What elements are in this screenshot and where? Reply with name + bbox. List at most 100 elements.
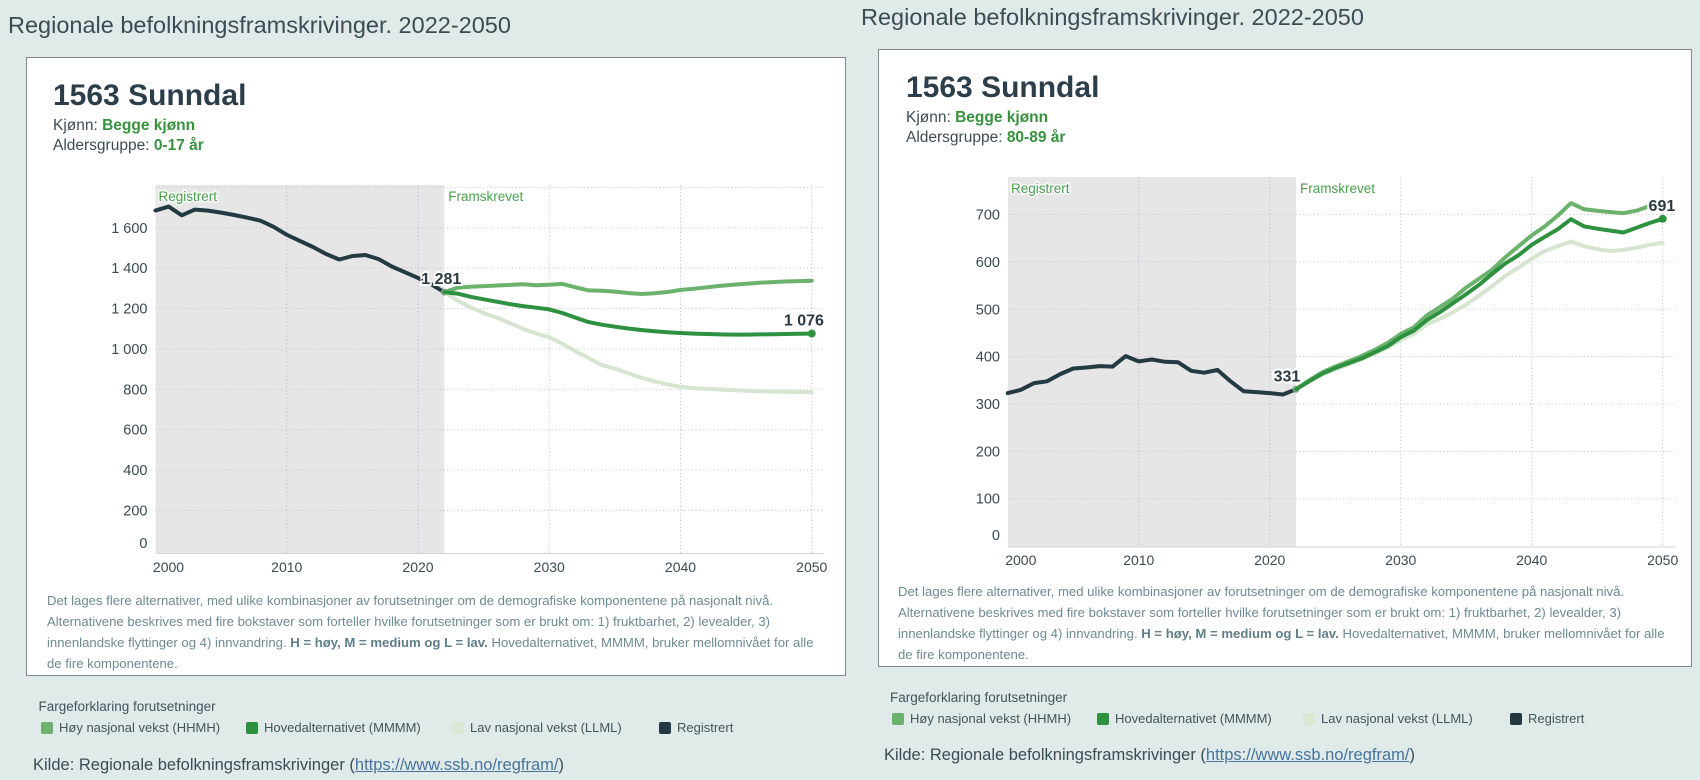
footnote-segment: Det lages flere alternativer, med ulike … — [898, 584, 1625, 599]
zone-label-framskrevet: Framskrevet — [448, 189, 523, 204]
legend-item-2: Hovedalternativet (MMMM) — [1097, 711, 1272, 726]
x-tick-label: 2010 — [271, 559, 302, 575]
legend-swatch — [452, 721, 464, 734]
footnote-text: Det lages flere alternativer, med ulike … — [47, 590, 814, 674]
legend-swatch — [1097, 712, 1109, 725]
chart-subtitle: Kjønn: Begge kjønn Aldersgruppe: 0-17 år — [53, 116, 204, 156]
series-line-h-y-nasjonal-vekst-hhmh- — [442, 278, 814, 296]
kjonn-value: Begge kjønn — [102, 117, 196, 134]
y-tick-label: 100 — [976, 492, 1000, 508]
source-link[interactable]: https://www.ssb.no/regfram/ — [1205, 746, 1410, 764]
x-tick-label: 2050 — [796, 559, 827, 575]
end-marker — [1658, 214, 1667, 223]
legend-label: Lav nasjonal vekst (LLML) — [1321, 711, 1473, 726]
legend-swatch — [41, 721, 53, 734]
zone-label-framskrevet: Framskrevet — [1300, 181, 1375, 196]
legend-title: Fargeforklaring forutsetninger — [38, 699, 216, 714]
population-chart: 0 200 400 600 800 1 000 1 200 1 400 1 600 2000 201… — [111, 185, 828, 575]
y-tick-label: 300 — [976, 397, 1000, 413]
page-title: Regionale befolkningsframskrivinger. 202… — [8, 12, 511, 38]
footnote-line-3: innenlandske flyttinger og 4) innvandrin… — [47, 632, 814, 653]
x-tick-label: 2030 — [1385, 552, 1416, 568]
footnote-text: Det lages flere alternativer, med ulike … — [898, 581, 1665, 665]
footnote-segment: de fire komponentene. — [47, 656, 178, 671]
y-tick-label: 1 200 — [111, 302, 147, 318]
y-tick-label: 200 — [123, 504, 147, 520]
x-tick-label: 2050 — [1647, 552, 1678, 568]
legend-swatch — [1303, 712, 1315, 725]
source-link[interactable]: https://www.ssb.no/regfram/ — [354, 756, 559, 774]
legend-item-1: Høy nasjonal vekst (HHMH) — [892, 711, 1071, 726]
registered-plot-band — [155, 185, 445, 553]
legend-swatch — [892, 712, 904, 725]
aldersgruppe-label: Aldersgruppe: — [906, 129, 1007, 146]
panel-age-80-89: Regionale befolkningsframskrivinger. 202… — [850, 0, 1700, 780]
legend-label: Lav nasjonal vekst (LLML) — [470, 720, 622, 735]
legend-item-1: Høy nasjonal vekst (HHMH) — [41, 720, 220, 735]
kjonn-line: Kjønn: Begge kjønn — [53, 116, 204, 136]
footnote-segment: H = høy, M = medium og L = lav. — [1141, 626, 1339, 641]
legend-label: Hovedalternativet (MMMM) — [264, 720, 421, 735]
data-label: 1 076 — [784, 313, 824, 330]
end-marker — [807, 329, 816, 338]
panel-age-0-17: Regionale befolkningsframskrivinger. 202… — [8, 12, 846, 774]
series-line-lav-nasjonal-vekst-llml- — [1294, 239, 1665, 392]
x-tick-label: 2010 — [1123, 552, 1154, 568]
footnote-line-4: de fire komponentene. — [47, 653, 814, 674]
x-tick-label: 2040 — [1516, 552, 1547, 568]
y-tick-label: 400 — [976, 350, 1000, 366]
y-tick-label: 800 — [123, 382, 147, 398]
legend-label: Hovedalternativet (MMMM) — [1115, 711, 1272, 726]
legend-item-3: Lav nasjonal vekst (LLML) — [452, 720, 622, 735]
x-tick-label: 2020 — [1254, 552, 1285, 568]
legend-item-3: Lav nasjonal vekst (LLML) — [1303, 711, 1473, 726]
series-line-registrert — [1005, 354, 1298, 397]
kjonn-label: Kjønn: — [53, 117, 103, 134]
footnote-segment: Det lages flere alternativer, med ulike … — [47, 593, 774, 608]
footnote-line-2: Alternativene beskrives med fire bokstav… — [898, 602, 1665, 623]
source-suffix: ) — [1409, 746, 1415, 764]
aldersgruppe-value: 80-89 år — [1006, 129, 1066, 146]
footnote-segment: de fire komponentene. — [898, 647, 1029, 662]
legend-item-4: Registrert — [659, 720, 733, 735]
chart-title: 1563 Sunndal — [53, 79, 247, 112]
page-title: Regionale befolkningsframskrivinger. 202… — [861, 4, 1364, 30]
legend-swatch — [1510, 712, 1522, 725]
y-tick-label: 0 — [992, 528, 1000, 544]
footnote-segment: Alternativene beskrives med fire bokstav… — [898, 605, 1622, 620]
footnote-segment: innenlandske flyttinger og 4) innvandrin… — [898, 626, 1142, 641]
legend-label: Høy nasjonal vekst (HHMH) — [910, 711, 1072, 726]
legend-swatch — [246, 721, 258, 734]
y-tick-label: 1 400 — [111, 261, 147, 277]
x-tick-label: 2000 — [153, 559, 184, 575]
x-tick-label: 2040 — [665, 559, 696, 575]
zone-label-registrert: Registrert — [159, 189, 218, 204]
chart-title: 1563 Sunndal — [906, 71, 1100, 104]
source-line: Kilde: Regionale befolkningsframskriving… — [884, 746, 1415, 765]
zone-label-registrert: Registrert — [1011, 181, 1070, 196]
y-tick-label: 700 — [976, 208, 1000, 224]
legend-item-4: Registrert — [1510, 711, 1584, 726]
footnote-segment: Hovedalternativet, MMMM, bruker mellomni… — [487, 635, 814, 650]
footnote-segment: innenlandske flyttinger og 4) innvandrin… — [47, 635, 291, 650]
footnote-line-2: Alternativene beskrives med fire bokstav… — [47, 611, 814, 632]
footnote-line-3: innenlandske flyttinger og 4) innvandrin… — [898, 623, 1665, 644]
x-tick-label: 2020 — [402, 559, 433, 575]
y-tick-label: 200 — [976, 444, 1000, 460]
series-line-h-y-nasjonal-vekst-hhmh- — [1294, 199, 1665, 392]
source-prefix: Kilde: Regionale befolkningsframskriving… — [33, 756, 355, 774]
y-tick-label: 0 — [139, 536, 147, 552]
kjonn-label: Kjønn: — [906, 109, 956, 126]
chart-subtitle: Kjønn: Begge kjønn Aldersgruppe: 80-89 år — [906, 108, 1065, 148]
registered-plot-band — [1008, 177, 1296, 547]
footnote-segment: Hovedalternativet, MMMM, bruker mellomni… — [1338, 626, 1665, 641]
series-line-hovedalternativet-mmmm- — [442, 290, 814, 337]
y-tick-label: 1 600 — [111, 221, 147, 237]
data-label: 691 — [1649, 198, 1676, 215]
data-label: 331 — [1274, 368, 1301, 385]
series-line-lav-nasjonal-vekst-llml- — [442, 290, 814, 394]
y-tick-label: 600 — [123, 423, 147, 439]
aldersgruppe-line: Aldersgruppe: 0-17 år — [53, 136, 204, 156]
series-line-hovedalternativet-mmmm- — [1294, 216, 1665, 392]
footnote-line-1: Det lages flere alternativer, med ulike … — [898, 581, 1665, 602]
